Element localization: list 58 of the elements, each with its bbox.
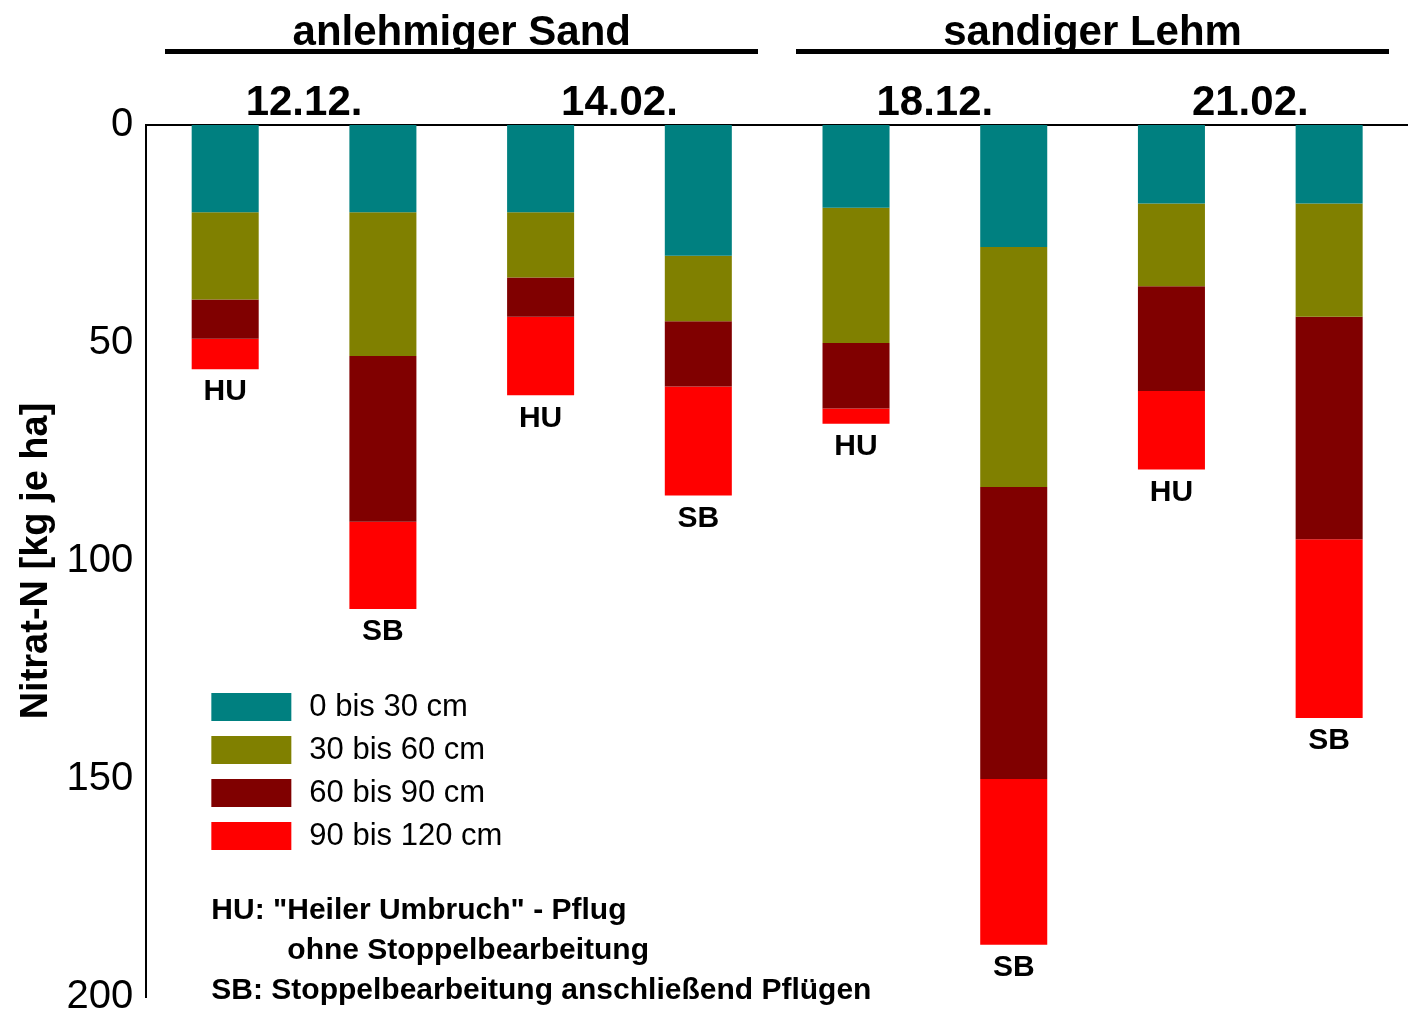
- bar: [507, 277, 575, 317]
- bar: [664, 125, 732, 256]
- bar: [191, 125, 259, 213]
- annotation: SB: Stoppelbearbeitung anschließend Pflügen: [211, 972, 872, 1006]
- bar: [507, 212, 575, 278]
- x-tick-label: HU: [1149, 473, 1194, 507]
- bar: [1137, 286, 1205, 391]
- y-tick-label: 100: [66, 536, 134, 581]
- annotation: 12.12.: [245, 77, 363, 124]
- y-tick-label: 200: [66, 972, 134, 1017]
- bar: [1295, 125, 1363, 204]
- bar: [191, 338, 259, 370]
- bar: [1137, 390, 1205, 470]
- text: sandiger Lehm: [943, 7, 1242, 54]
- annotation: 21.02.: [1191, 77, 1309, 124]
- y-tick-label: 0: [111, 100, 134, 145]
- bar: [1295, 316, 1363, 540]
- text: anlehmiger Sand: [292, 7, 631, 54]
- bar: [507, 316, 575, 396]
- legend-label: 90 bis 120 cm: [309, 816, 503, 852]
- bar: [822, 207, 890, 343]
- x-tick-label: SB: [992, 948, 1035, 982]
- bar: [349, 521, 417, 609]
- x-tick-label: HU: [834, 427, 878, 461]
- bar: [1295, 203, 1363, 317]
- legend-label: 60 bis 90 cm: [309, 773, 486, 809]
- bar: [980, 779, 1048, 945]
- bar: [349, 125, 417, 213]
- legend-label: 0 bis 30 cm: [309, 687, 468, 723]
- bar: [664, 321, 732, 387]
- x-tick-label: HU: [518, 399, 563, 433]
- y-tick-label: 50: [88, 318, 134, 363]
- bar: [664, 386, 732, 496]
- y-tick-label: 150: [66, 754, 134, 799]
- x-tick-label: SB: [362, 613, 404, 647]
- bar: [349, 212, 417, 357]
- bar: [980, 486, 1048, 779]
- x-tick-label: HU: [203, 373, 247, 407]
- bar: [349, 356, 417, 522]
- annotation: HU: "Heiler Umbruch" - Pflug ohne Stoppelbearbeitung: [211, 892, 650, 966]
- bar: [980, 125, 1048, 248]
- bar: [1137, 125, 1205, 204]
- annotation: 14.02.: [561, 77, 678, 124]
- x-tick-label: SB: [677, 499, 720, 533]
- bar: [1137, 203, 1205, 287]
- bar: [980, 247, 1048, 487]
- bar: [191, 299, 259, 339]
- bar: [1295, 539, 1363, 718]
- x-tick-label: SB: [1308, 722, 1350, 756]
- bar: [664, 255, 732, 322]
- legend-label: 30 bis 60 cm: [309, 730, 486, 766]
- bar: [507, 125, 575, 213]
- bar: [191, 212, 259, 300]
- y-axis-title: Nitrat-N [kg je ha]: [13, 402, 56, 720]
- bar: [822, 125, 890, 208]
- bar: [822, 343, 890, 409]
- annotation: 18.12.: [876, 77, 994, 124]
- bar: [822, 408, 890, 424]
